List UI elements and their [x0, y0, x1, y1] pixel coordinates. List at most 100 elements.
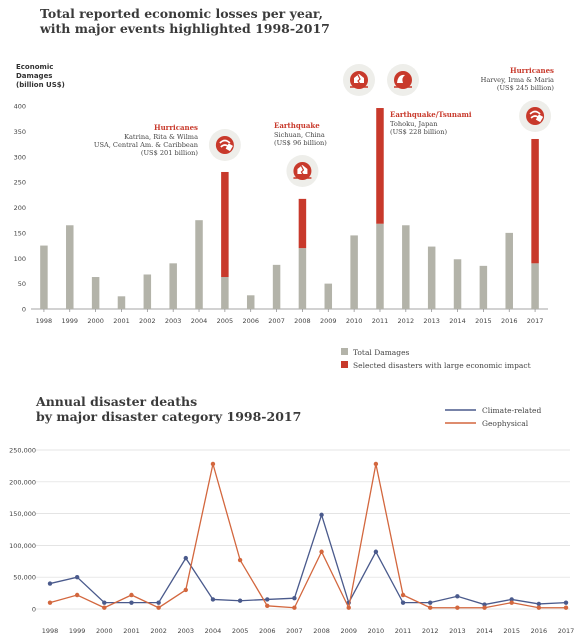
data-point-climate-related [74, 575, 80, 580]
data-point-geophysical [237, 557, 243, 563]
legend-label: Climate-related [482, 406, 541, 415]
data-point-climate-related [265, 597, 270, 602]
data-point-geophysical [482, 605, 487, 610]
bar-total-2016 [505, 232, 513, 309]
x-tick-label: 2017 [558, 627, 574, 634]
x-tick-label: 2014 [476, 627, 493, 634]
bar-selected-2008 [298, 198, 307, 249]
y-tick-label: 400 [14, 103, 26, 111]
x-tick-label: 2010 [368, 627, 385, 634]
bar-total-2004 [195, 220, 203, 309]
x-tick-label: 2013 [423, 317, 440, 325]
data-point-climate-related [129, 600, 134, 605]
y-tick-label: 0 [32, 606, 36, 614]
x-tick-label: 2010 [346, 317, 363, 325]
economic-losses-chart: Economic Damages (billion US$) 0 50 100 150 200… [14, 63, 555, 370]
data-point-climate-related [482, 602, 487, 607]
bar-total-1998 [40, 245, 48, 309]
data-point-geophysical [346, 605, 351, 610]
x-tick-label: 2016 [531, 627, 548, 634]
data-point-geophysical [536, 605, 542, 610]
y-tick-label: 0 [22, 306, 26, 314]
x-tick-label: 2006 [259, 627, 276, 634]
data-point-geophysical [102, 605, 107, 610]
annotation-title: Earthquake/Tsunami [390, 110, 472, 119]
annotation-text: (US$ 201 billion) [141, 149, 198, 157]
x-tick-label: 2001 [123, 627, 140, 634]
x-tick-label: 2006 [242, 317, 259, 325]
annotation-text: (US$ 96 billion) [274, 139, 327, 147]
x-tick-label: 2001 [113, 317, 130, 325]
x-tick-label: 2005 [232, 627, 249, 634]
y-tick-label: 50,000 [13, 574, 36, 582]
data-point-geophysical [455, 605, 460, 610]
bar-total-2010 [350, 235, 358, 309]
data-point-climate-related [210, 597, 216, 602]
house-shape [225, 143, 233, 152]
y-tick-label: 250,000 [9, 447, 36, 455]
chart1-title: Total reported economic losses per year,… [40, 6, 330, 36]
bar-total-2009 [324, 283, 333, 309]
data-point-geophysical [373, 461, 379, 467]
bar-total-2005 [221, 277, 229, 309]
bar-total-2002 [143, 274, 152, 309]
x-tick-label: 2011 [395, 627, 412, 634]
house-shape [297, 165, 308, 174]
x-tick-label: 2003 [178, 627, 195, 634]
legend-label-total: Total Damages [353, 348, 410, 357]
annotation-text: (US$ 245 billion) [497, 84, 554, 92]
bar-total-2013 [427, 246, 436, 309]
bar-total-2000 [91, 277, 100, 309]
chart2-title-line2: by major disaster category 1998-2017 [36, 409, 302, 424]
data-point-geophysical [265, 603, 270, 609]
bar-total-1999 [66, 225, 74, 309]
y-tick-label: 100 [14, 255, 26, 263]
x-tick-label: 2014 [449, 317, 466, 325]
data-point-climate-related [102, 600, 107, 605]
data-point-climate-related [400, 600, 406, 605]
series-line-geophysical [49, 463, 566, 610]
data-point-climate-related [237, 598, 243, 603]
house-shape [535, 114, 544, 123]
bar-selected-2011 [376, 108, 384, 224]
hurricane-icon [519, 100, 552, 132]
data-point-geophysical [509, 600, 514, 605]
annotation-title: Hurricanes [510, 66, 554, 75]
chart1-title-line1: Total reported economic losses per year, [40, 6, 323, 21]
data-point-climate-related [319, 512, 324, 518]
y-tick-label: 50 [18, 280, 26, 288]
legend-swatch-selected [341, 361, 348, 368]
x-tick-label: 2016 [501, 317, 518, 325]
x-tick-label: 2002 [150, 627, 167, 634]
y-tick-label: 100,000 [9, 542, 36, 550]
y-tick-label: 250 [14, 179, 26, 187]
data-point-geophysical [292, 605, 297, 610]
x-tick-label: 2013 [449, 627, 466, 634]
y-tick-label: 200 [14, 204, 26, 212]
chart2-title: Annual disaster deaths by major disaster… [36, 394, 301, 424]
data-point-geophysical [400, 592, 406, 598]
data-point-geophysical [210, 461, 216, 467]
tsunami-icon-shape [394, 71, 412, 89]
data-point-geophysical [74, 592, 80, 598]
x-tick-label: 2005 [217, 317, 234, 325]
data-point-geophysical [129, 592, 134, 598]
chart2-title-line1: Annual disaster deaths [36, 394, 198, 409]
x-tick-label: 2004 [191, 317, 208, 325]
data-point-climate-related [373, 549, 379, 554]
data-point-climate-related [47, 581, 53, 586]
bar-total-2017 [531, 263, 539, 309]
x-tick-label: 2000 [96, 627, 113, 634]
legend-label: Geophysical [482, 419, 529, 428]
x-tick-label: 2002 [139, 317, 156, 325]
data-point-geophysical [319, 549, 324, 554]
wave-shape [397, 74, 405, 83]
bar-total-2012 [402, 225, 410, 309]
crack-shape [357, 74, 361, 85]
bar-selected-2017 [531, 138, 539, 264]
y-axis-label-line: Economic [16, 63, 53, 71]
annotation-text: Sichuan, China [274, 131, 325, 139]
chart1-title-line2: with major events highlighted 1998-2017 [40, 21, 330, 36]
y-tick-label: 300 [14, 153, 26, 161]
